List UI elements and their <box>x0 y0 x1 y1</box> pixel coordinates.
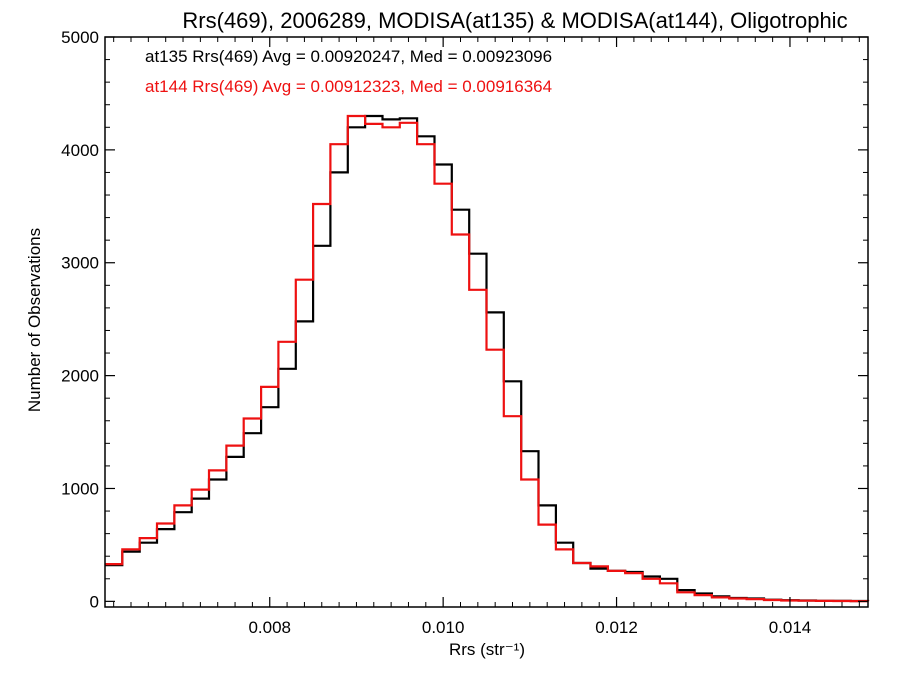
y-tick-label: 5000 <box>61 28 99 47</box>
x-tick-label: 0.008 <box>248 618 291 637</box>
x-tick-label: 0.012 <box>595 618 638 637</box>
y-tick-label: 0 <box>90 592 99 611</box>
series-line-1 <box>105 114 870 603</box>
series-line-0 <box>105 114 870 603</box>
y-tick-label: 4000 <box>61 141 99 160</box>
annotation-at135: at135 Rrs(469) Avg = 0.00920247, Med = 0… <box>145 47 552 66</box>
x-tick-label: 0.010 <box>422 618 465 637</box>
plot-frame <box>104 36 869 608</box>
y-tick-label: 1000 <box>61 479 99 498</box>
x-tick-label: 0.014 <box>769 618 812 637</box>
y-tick-label: 3000 <box>61 254 99 273</box>
x-axis-label: Rrs (str⁻¹) <box>449 640 525 659</box>
annotation-at144: at144 Rrs(469) Avg = 0.00912323, Med = 0… <box>145 77 552 96</box>
y-tick-label: 2000 <box>61 367 99 386</box>
chart-title: Rrs(469), 2006289, MODISA(at135) & MODIS… <box>182 8 847 33</box>
y-axis-label: Number of Observations <box>25 228 44 412</box>
